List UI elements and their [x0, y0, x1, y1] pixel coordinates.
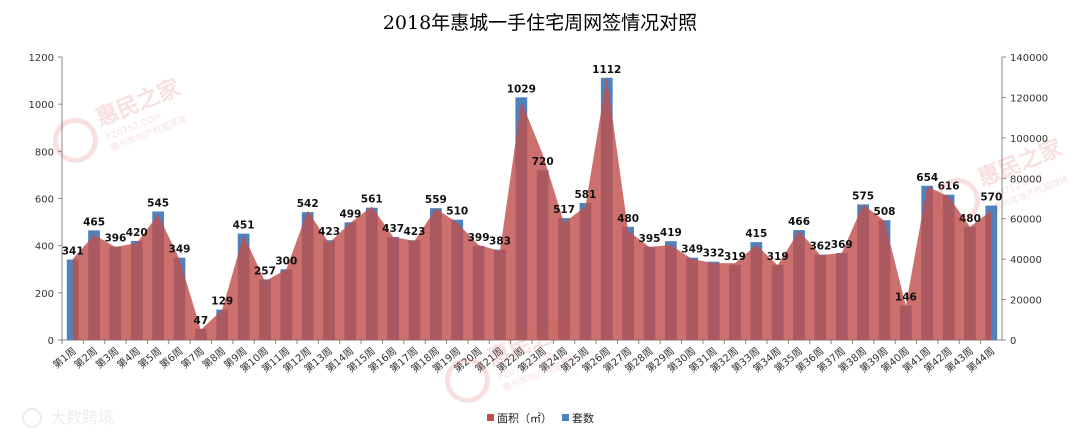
data-label: 466	[788, 216, 810, 228]
legend-label-bar: 套数	[572, 412, 594, 425]
data-label: 47	[194, 315, 209, 327]
y2-tick-label: 80000	[1010, 174, 1042, 185]
data-label: 415	[745, 228, 767, 240]
data-label: 581	[574, 189, 596, 201]
legend-swatch-area	[487, 414, 494, 421]
data-label: 319	[724, 251, 746, 263]
data-label: 383	[489, 236, 511, 248]
data-label: 575	[852, 190, 874, 202]
watermark-logo-icon	[934, 177, 980, 223]
y2-tick-label: 100000	[1010, 134, 1048, 145]
source-watermark: 大数跨境	[50, 408, 114, 427]
data-label: 257	[254, 265, 276, 277]
y-tick-label: 200	[35, 289, 54, 300]
y-tick-label: 800	[35, 147, 54, 158]
data-label: 510	[446, 206, 468, 218]
legend: 面积（㎡） 套数	[487, 412, 594, 425]
data-label: 300	[275, 255, 297, 267]
y2-tick-label: 40000	[1010, 255, 1042, 266]
y-tick-label: 1200	[29, 53, 54, 64]
y2-tick-label: 120000	[1010, 93, 1048, 104]
data-label: 480	[617, 213, 639, 225]
data-label: 508	[874, 206, 896, 218]
data-label: 146	[895, 292, 917, 304]
data-label: 616	[938, 181, 960, 193]
data-label: 545	[147, 197, 169, 209]
data-label: 720	[532, 156, 554, 168]
y-tick-label: 600	[35, 195, 54, 206]
y2-tick-label: 140000	[1010, 53, 1048, 64]
data-label: 420	[126, 227, 148, 239]
data-label: 362	[809, 241, 831, 253]
data-label: 395	[639, 233, 661, 245]
data-label: 451	[233, 220, 255, 232]
watermark-layer: 惠民之家FZ0752.COM惠州房地产权威媒体惠民之家FZ0752.COM惠州房…	[22, 74, 1071, 428]
data-label: 542	[297, 198, 319, 210]
y-tick-label: 0	[48, 336, 54, 347]
y-tick-label: 1000	[29, 100, 54, 111]
y2-tick-label: 0	[1010, 336, 1016, 347]
data-label: 369	[831, 239, 853, 251]
data-label: 499	[339, 208, 361, 220]
y2-tick-label: 60000	[1010, 215, 1042, 226]
legend-swatch-bar	[562, 414, 569, 421]
data-label: 129	[211, 296, 233, 308]
data-label: 423	[404, 226, 426, 238]
data-label: 396	[104, 233, 126, 245]
data-label: 341	[62, 246, 84, 258]
data-label: 559	[425, 194, 447, 206]
data-label: 517	[553, 204, 575, 216]
data-label: 349	[169, 244, 191, 256]
data-label: 332	[703, 248, 725, 260]
data-label: 1112	[592, 64, 621, 76]
data-label: 1029	[507, 83, 536, 95]
watermark-logo-icon	[444, 357, 490, 403]
data-label: 419	[660, 227, 682, 239]
data-label: 399	[468, 232, 490, 244]
data-label: 423	[318, 226, 340, 238]
data-label: 349	[681, 244, 703, 256]
data-label: 480	[959, 213, 981, 225]
source-logo-icon	[22, 408, 42, 428]
legend-label-area: 面积（㎡）	[497, 412, 552, 425]
y2-tick-label: 20000	[1010, 296, 1042, 307]
watermark-logo-icon	[52, 117, 98, 163]
data-label: 437	[382, 223, 404, 235]
y-tick-label: 400	[35, 242, 54, 253]
data-label: 570	[980, 192, 1002, 204]
data-label: 319	[767, 251, 789, 263]
data-label: 465	[83, 216, 105, 228]
data-label: 561	[361, 194, 383, 206]
data-label: 654	[916, 172, 938, 184]
area-series	[72, 77, 992, 340]
chart-title: 2018年惠城一手住宅周网签情况对照	[383, 12, 697, 34]
